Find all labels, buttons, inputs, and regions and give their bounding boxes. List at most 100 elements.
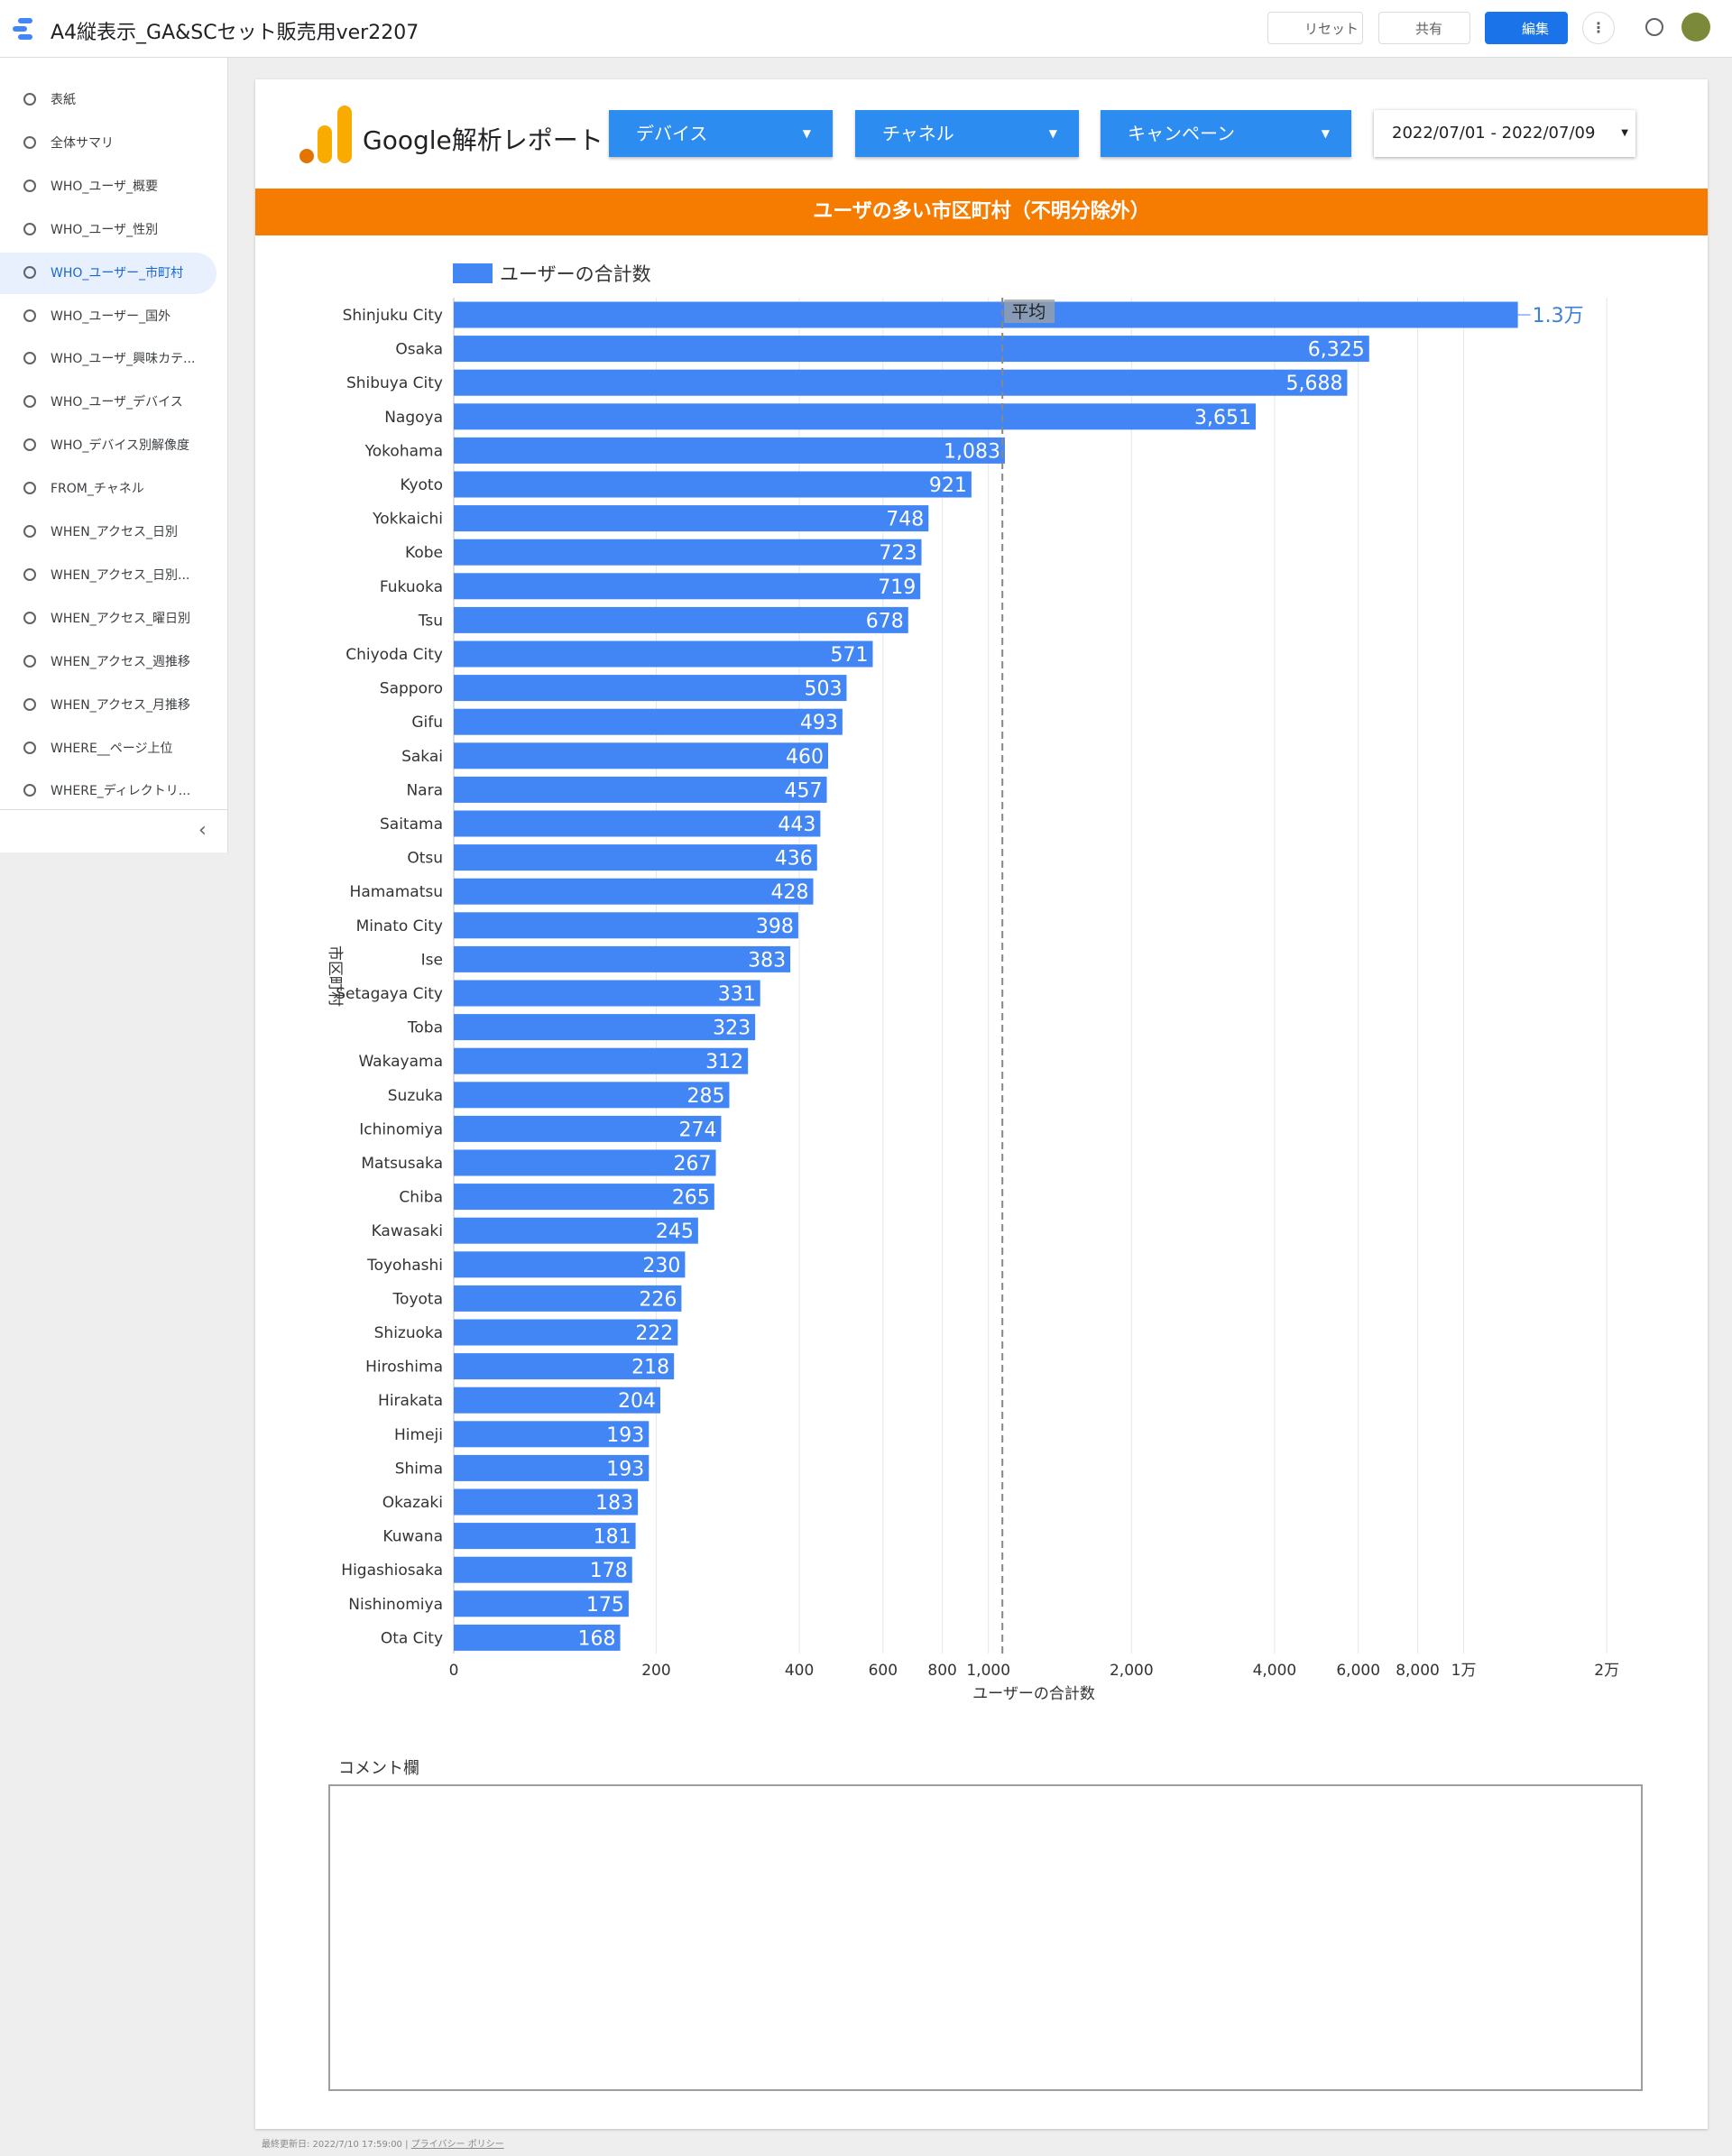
value-label: 1,083	[944, 440, 1000, 463]
nav-label: WHO_ユーザ_デバイス	[51, 395, 183, 410]
nav-icon	[23, 135, 36, 149]
average-badge	[1004, 299, 1055, 323]
legend-label: ユーザーの合計数	[500, 263, 651, 285]
category-label: Kyoto	[401, 476, 443, 494]
avatar[interactable]	[1681, 13, 1710, 41]
value-label: 178	[590, 1560, 628, 1582]
y-axis-title: 市区町村	[326, 945, 344, 1007]
nav-icon	[23, 525, 36, 538]
nav-label: WHO_ユーザ_性別	[51, 222, 159, 237]
nav-item[interactable]: 表紙	[0, 79, 216, 121]
filter-campaign[interactable]: キャンペーン ▼	[1101, 110, 1351, 157]
nav-item[interactable]: WHEN_アクセス_日別...	[0, 555, 216, 596]
nav-item[interactable]: WHEN_アクセス_日別	[0, 511, 216, 553]
nav-label: WHERE__ページ上位	[51, 741, 173, 756]
edit-button[interactable]: 編集	[1485, 12, 1568, 44]
nav-label: WHEN_アクセス_曜日別	[51, 611, 190, 626]
nav-item[interactable]: 全体サマリ	[0, 123, 216, 164]
bar	[454, 1454, 650, 1481]
bar	[454, 945, 791, 972]
collapse-button[interactable]: ‹	[198, 819, 207, 842]
bar	[454, 539, 922, 566]
value-label: 285	[686, 1085, 724, 1108]
bar	[454, 1319, 678, 1346]
footer-updated: 最終更新日: 2022/7/10 17:59:00	[262, 2140, 402, 2150]
value-label: 6,325	[1308, 339, 1365, 362]
nav-icon	[23, 784, 36, 797]
nav-item[interactable]: WHERE_ディレクトリ...	[0, 770, 216, 812]
date-range[interactable]: 2022/07/01 - 2022/07/09 ▼	[1374, 110, 1635, 157]
value-label: 193	[606, 1458, 644, 1480]
bar	[454, 369, 1348, 396]
category-label: Wakayama	[358, 1053, 443, 1071]
bar	[454, 742, 829, 769]
filter-channel[interactable]: チャネル ▼	[855, 110, 1079, 157]
x-tick-label: 800	[927, 1662, 956, 1680]
nav-icon	[23, 309, 36, 322]
nav-item[interactable]: WHO_ユーザ_興味カテ...	[0, 338, 216, 380]
bar	[454, 505, 929, 532]
section-banner: ユーザの多い市区町村（不明分除外）	[255, 189, 1708, 235]
value-label: 457	[785, 779, 823, 802]
nav-icon	[23, 482, 36, 495]
nav-icon	[23, 93, 36, 106]
value-label: 748	[886, 509, 924, 531]
nav-item[interactable]: WHO_デバイス別解像度	[0, 425, 216, 466]
filter-device[interactable]: デバイス ▼	[609, 110, 833, 157]
sidebar: ‹ 表紙 全体サマリ WHO_ユーザ_概要 WHO_ユーザ_性別 WHO_ユーザー_市町…	[0, 58, 228, 852]
date-text: 2022/07/01 - 2022/07/09	[1392, 124, 1596, 143]
nav-label: WHEN_アクセス_週推移	[51, 654, 190, 669]
nav-item[interactable]: WHO_ユーザ_性別	[0, 209, 216, 251]
value-label: 723	[879, 542, 917, 565]
category-label: Hirakata	[378, 1392, 443, 1410]
help-button[interactable]	[1645, 18, 1663, 36]
nav-item[interactable]: WHEN_アクセス_週推移	[0, 641, 216, 683]
nav-item[interactable]: WHO_ユーザ_概要	[0, 166, 216, 207]
nav-item[interactable]: FROM_チャネル	[0, 468, 216, 510]
value-label: 312	[705, 1051, 743, 1073]
bar	[454, 573, 921, 600]
bar	[454, 606, 908, 633]
bar	[454, 844, 817, 871]
nav-icon	[23, 179, 36, 192]
filter-label: チャネル	[882, 123, 954, 144]
category-label: Yokkaichi	[372, 511, 443, 529]
nav-icon	[23, 438, 36, 452]
value-label: 267	[674, 1153, 712, 1175]
privacy-link[interactable]: プライバシー ポリシー	[410, 2140, 504, 2150]
category-label: Chiba	[399, 1189, 443, 1207]
nav-item[interactable]: WHEN_アクセス_月推移	[0, 685, 216, 726]
nav-label: WHEN_アクセス_日別	[51, 525, 178, 539]
bar	[454, 403, 1257, 430]
bar	[454, 810, 821, 837]
nav-icon	[23, 567, 36, 581]
bar	[454, 1014, 756, 1041]
nav-item[interactable]: WHO_ユーザー_国外	[0, 296, 216, 337]
bar	[454, 301, 1518, 328]
category-label: Minato City	[356, 917, 443, 935]
nav-icon	[23, 395, 36, 409]
more-button[interactable]: ⋮	[1582, 12, 1615, 44]
nav-item[interactable]: WHO_ユーザー_市町村	[0, 252, 216, 294]
nav-item[interactable]: WHEN_アクセス_曜日別	[0, 598, 216, 640]
bar	[454, 640, 873, 668]
x-tick-label: 6,000	[1336, 1662, 1380, 1680]
caret: ▼	[1321, 127, 1330, 140]
reset-button[interactable]: リセット	[1267, 12, 1363, 44]
bar	[454, 675, 847, 702]
bar	[454, 1047, 749, 1074]
caret: ▼	[802, 127, 811, 140]
value-label: 1.3万	[1533, 305, 1584, 327]
category-label: Shizuoka	[374, 1324, 443, 1342]
x-axis-title: ユーザーの合計数	[972, 1685, 1095, 1703]
nav-icon	[23, 654, 36, 668]
category-label: Sakai	[401, 748, 443, 766]
nav-item[interactable]: WHO_ユーザ_デバイス	[0, 382, 216, 423]
comment-box[interactable]	[328, 1784, 1643, 2091]
bar	[454, 912, 798, 939]
x-tick-label: 1万	[1451, 1662, 1477, 1680]
category-label: Otsu	[407, 850, 443, 868]
share-button[interactable]: 共有	[1378, 12, 1470, 44]
nav-item[interactable]: WHERE__ページ上位	[0, 728, 216, 769]
